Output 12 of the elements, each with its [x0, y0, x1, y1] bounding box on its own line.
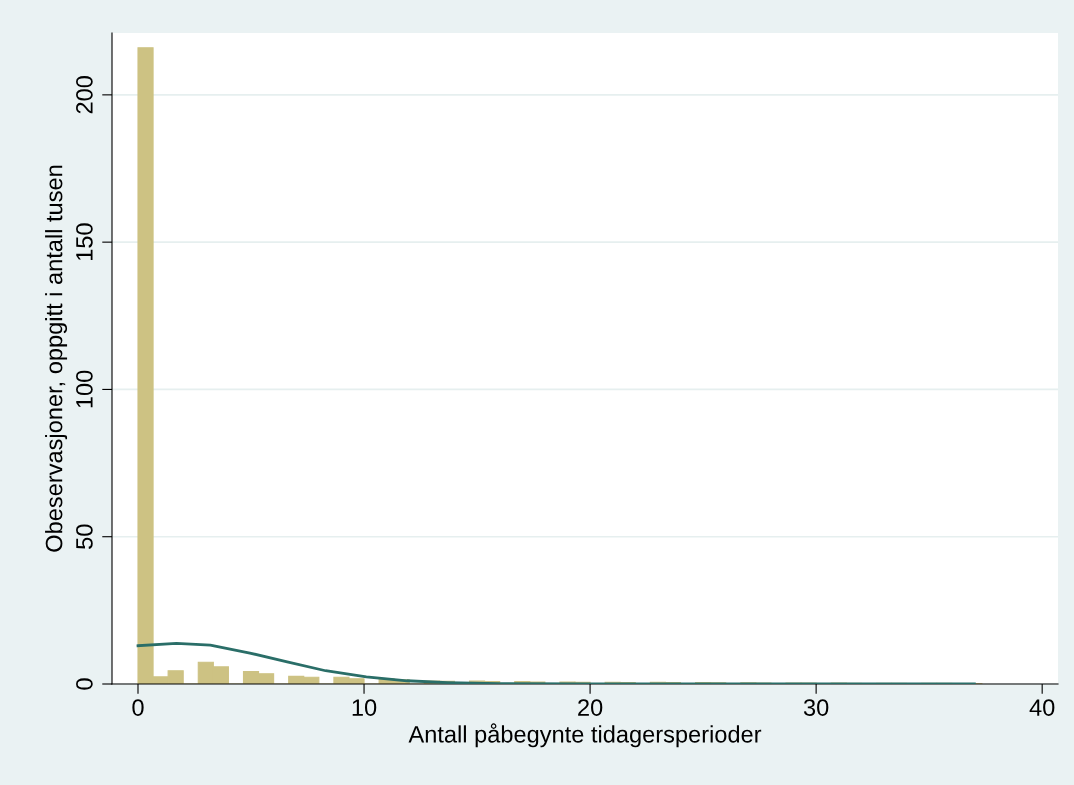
y-axis-title: Obeservasjoner, oppgitt i antall tusen: [45, 165, 68, 552]
y-tick-label: 150: [76, 223, 93, 261]
y-tick-label: 50: [76, 524, 93, 549]
x-tick-label: 20: [578, 699, 603, 716]
y-tick-label: 0: [76, 678, 93, 690]
y-tick-label: 200: [76, 76, 93, 114]
x-tick-label: 0: [132, 699, 144, 716]
y-tick-label: 100: [76, 370, 93, 408]
x-tick-label: 10: [352, 699, 377, 716]
x-tick-label: 30: [803, 699, 829, 716]
x-axis-title: Antall påbegynte tidagersperioder: [408, 723, 762, 748]
x-tick-label: 40: [1029, 699, 1055, 716]
